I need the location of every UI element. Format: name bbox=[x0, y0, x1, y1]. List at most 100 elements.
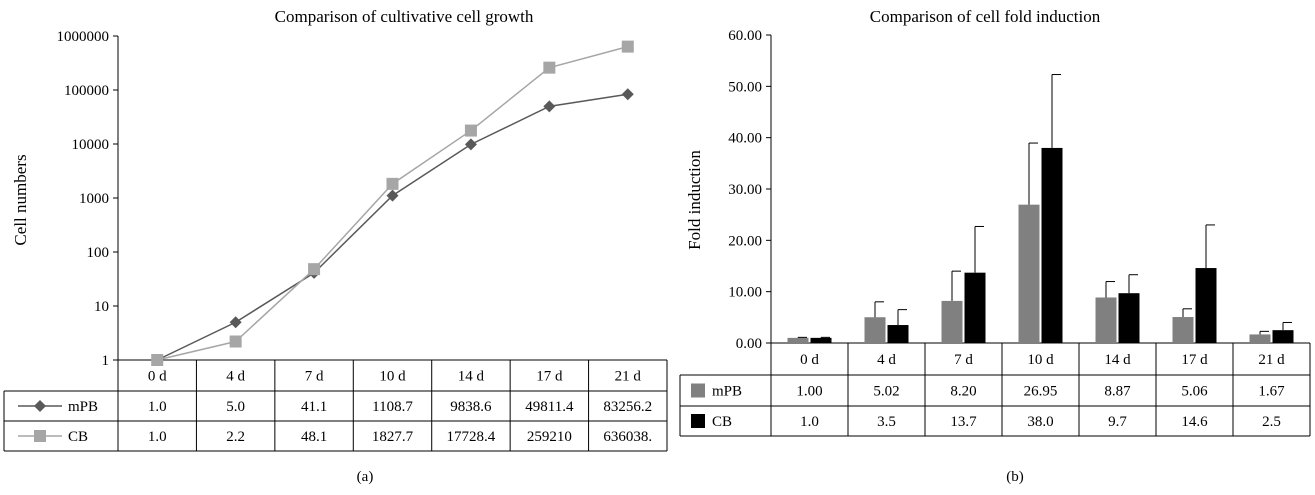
chart-b-title: Comparison of cell fold induction bbox=[870, 7, 1101, 26]
table-value-CB: 1.0 bbox=[148, 429, 167, 445]
legend-label-CB: CB bbox=[712, 414, 732, 430]
table-value-CB: 14.6 bbox=[1181, 414, 1208, 430]
category-label: 17 d bbox=[536, 369, 563, 385]
bar-CB bbox=[1272, 330, 1294, 343]
chart-a-caption: (a) bbox=[357, 469, 374, 485]
chart-b-ylabel: Fold induction bbox=[685, 150, 704, 250]
data-point-mPB bbox=[543, 100, 556, 113]
table-value-mPB: 83256.2 bbox=[603, 399, 652, 415]
legend-key-marker-mPB bbox=[34, 400, 46, 412]
category-label: 7 d bbox=[305, 369, 324, 385]
table-value-CB: 1827.7 bbox=[372, 429, 414, 445]
table-value-mPB: 8.20 bbox=[950, 384, 976, 400]
chart-a-ylabel: Cell numbers bbox=[11, 154, 30, 245]
y-tick-label: 100000 bbox=[64, 83, 109, 99]
legend-key-marker-CB bbox=[34, 430, 46, 442]
category-label: 14 d bbox=[1104, 352, 1131, 368]
legend-label-CB: CB bbox=[68, 429, 88, 445]
bar-mPB bbox=[864, 317, 886, 343]
data-point-mPB bbox=[621, 88, 634, 101]
table-value-mPB: 5.0 bbox=[226, 399, 245, 415]
y-tick-label: 100 bbox=[87, 245, 110, 261]
category-label: 10 d bbox=[1027, 352, 1054, 368]
bar-mPB bbox=[1249, 334, 1271, 343]
table-value-mPB: 49811.4 bbox=[525, 399, 574, 415]
y-tick-label: 40.00 bbox=[728, 131, 762, 147]
bar-mPB bbox=[1018, 204, 1040, 343]
y-tick-label: 0.00 bbox=[736, 336, 762, 352]
y-tick-label: 30.00 bbox=[728, 182, 762, 198]
data-point-CB bbox=[464, 124, 477, 137]
series-line-CB bbox=[157, 45, 628, 361]
table-value-CB: 9.7 bbox=[1108, 414, 1127, 430]
bar-CB bbox=[810, 337, 832, 343]
data-point-mPB bbox=[386, 189, 399, 202]
legend-swatch-mPB bbox=[691, 383, 705, 398]
category-label: 4 d bbox=[226, 369, 245, 385]
bar-CB bbox=[1041, 147, 1063, 343]
bar-CB bbox=[964, 272, 986, 343]
chart-a-title: Comparison of cultivative cell growth bbox=[275, 7, 534, 26]
table-value-CB: 13.7 bbox=[950, 414, 977, 430]
table-value-CB: 48.1 bbox=[301, 429, 327, 445]
data-point-CB bbox=[151, 354, 164, 366]
table-value-CB: 636038. bbox=[603, 429, 652, 445]
y-tick-label: 10.00 bbox=[728, 285, 762, 301]
legend-swatch-CB bbox=[691, 414, 705, 428]
table-value-CB: 17728.4 bbox=[447, 429, 496, 445]
table-value-CB: 2.2 bbox=[226, 429, 245, 445]
chart-b: 0.00 10.00 20.00 30.00 40.00 50.00 60.00 0 d 4 d… bbox=[679, 28, 1311, 437]
bar-CB bbox=[1118, 293, 1140, 343]
data-point-CB bbox=[386, 177, 399, 190]
category-label: 21 d bbox=[615, 369, 642, 385]
bar-mPB bbox=[787, 337, 809, 343]
table-value-CB: 1.0 bbox=[800, 414, 819, 430]
bar-CB bbox=[1195, 268, 1217, 343]
y-tick-label: 60.00 bbox=[728, 28, 762, 44]
bar-mPB bbox=[941, 300, 963, 343]
bar-mPB bbox=[1172, 317, 1194, 343]
table-value-mPB: 8.87 bbox=[1104, 384, 1131, 400]
data-point-mPB bbox=[229, 316, 242, 329]
legend-label-mPB: mPB bbox=[68, 399, 98, 415]
table-value-mPB: 5.06 bbox=[1181, 384, 1208, 400]
category-label: 14 d bbox=[458, 369, 485, 385]
data-point-CB bbox=[229, 335, 242, 348]
category-label: 21 d bbox=[1258, 352, 1285, 368]
category-label: 0 d bbox=[148, 369, 167, 385]
table-value-mPB: 26.95 bbox=[1024, 384, 1058, 400]
chart-a: 1 10 100 1000 10000 100000 1000000 0 d 4 d 7 d 10 … bbox=[3, 29, 668, 452]
table-value-CB: 3.5 bbox=[877, 414, 896, 430]
data-point-CB bbox=[308, 263, 321, 276]
bar-CB bbox=[887, 325, 909, 343]
table-value-mPB: 1108.7 bbox=[372, 399, 413, 415]
table-value-CB: 2.5 bbox=[1262, 414, 1281, 430]
y-tick-label: 1000000 bbox=[57, 29, 110, 45]
table-value-CB: 38.0 bbox=[1027, 414, 1053, 430]
table-value-mPB: 5.02 bbox=[873, 384, 899, 400]
y-tick-label: 50.00 bbox=[728, 79, 762, 95]
table-value-mPB: 1.0 bbox=[148, 399, 167, 415]
y-tick-label: 20.00 bbox=[728, 233, 762, 249]
table-value-mPB: 41.1 bbox=[301, 399, 327, 415]
y-tick-label: 1000 bbox=[79, 191, 109, 207]
category-label: 7 d bbox=[954, 352, 973, 368]
data-point-CB bbox=[621, 40, 634, 53]
bar-mPB bbox=[1095, 297, 1117, 343]
category-label: 17 d bbox=[1181, 352, 1208, 368]
y-tick-label: 1 bbox=[102, 353, 110, 369]
category-label: 0 d bbox=[800, 352, 819, 368]
table-value-mPB: 1.67 bbox=[1258, 384, 1285, 400]
chart-b-caption: (b) bbox=[1006, 469, 1024, 485]
series-line-mPB bbox=[156, 93, 628, 361]
y-tick-label: 10 bbox=[94, 299, 109, 315]
table-value-mPB: 1.00 bbox=[796, 384, 822, 400]
y-tick-label: 10000 bbox=[72, 137, 110, 153]
data-point-mPB bbox=[464, 138, 477, 151]
table-value-mPB: 9838.6 bbox=[450, 399, 492, 415]
data-point-CB bbox=[543, 61, 556, 74]
category-label: 4 d bbox=[877, 352, 896, 368]
category-label: 10 d bbox=[379, 369, 406, 385]
